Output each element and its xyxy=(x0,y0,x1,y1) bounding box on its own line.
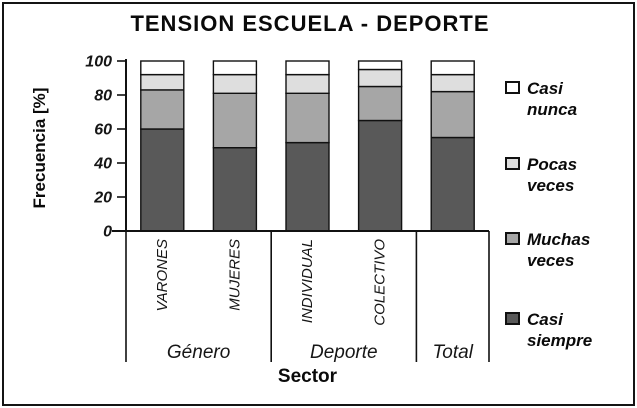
bar-segment xyxy=(140,128,185,232)
category-label: COLECTIVO xyxy=(372,239,389,326)
bar-segment xyxy=(430,60,475,76)
legend-item-muchas-veces: Muchas veces xyxy=(505,229,613,272)
y-tick-label: 80 xyxy=(94,88,112,105)
legend-item-pocas-veces: Pocas veces xyxy=(505,154,613,197)
bar-segment xyxy=(285,73,330,94)
bar-segment xyxy=(212,146,258,232)
group-label: Deporte xyxy=(310,342,378,363)
y-tick-label: 100 xyxy=(85,54,112,71)
bar-segment xyxy=(140,73,185,91)
legend-swatch xyxy=(505,312,520,325)
y-tick-label: 20 xyxy=(93,190,112,207)
bar-segment xyxy=(285,60,330,76)
x-axis-title: Sector xyxy=(277,366,338,387)
legend-item-casi-nunca: Casi nunca xyxy=(505,78,613,121)
bar-segment xyxy=(140,89,185,130)
group-label: Total xyxy=(432,342,473,363)
y-tick-label: 60 xyxy=(94,122,112,139)
legend-label: Casi nunca xyxy=(527,79,578,120)
legend-label: Casi siempre xyxy=(527,310,593,351)
category-label: INDIVIDUAL xyxy=(299,239,316,323)
bar-segment xyxy=(285,92,330,144)
bar-segment xyxy=(430,73,475,93)
category-label: VARONES xyxy=(154,239,171,312)
legend: Casi nunca Pocas veces Muchas veces Casi… xyxy=(505,0,633,408)
chart-title: TENSION ESCUELA - DEPORTE xyxy=(130,11,490,36)
bar-segment xyxy=(357,60,403,71)
bar-segment xyxy=(140,60,185,76)
legend-swatch xyxy=(505,232,520,245)
legend-label: Pocas veces xyxy=(527,155,578,196)
group-label: Género xyxy=(167,342,230,363)
legend-item-casi-siempre: Casi siempre xyxy=(505,309,613,352)
y-tick-label: 0 xyxy=(103,224,112,241)
y-tick-label: 40 xyxy=(93,156,112,173)
bar-segment xyxy=(430,90,475,139)
bar-segment xyxy=(212,92,258,149)
bar-segment xyxy=(285,141,330,232)
bar-segment xyxy=(357,119,403,232)
bar-segment xyxy=(357,85,403,122)
legend-swatch xyxy=(505,81,520,94)
bar-segment xyxy=(357,68,403,88)
bar-segment xyxy=(212,73,258,94)
category-label: MUJERES xyxy=(226,239,243,311)
legend-label: Muchas veces xyxy=(527,230,591,271)
bar-segment xyxy=(212,60,258,76)
bar-segment xyxy=(430,136,475,232)
legend-swatch xyxy=(505,157,520,170)
